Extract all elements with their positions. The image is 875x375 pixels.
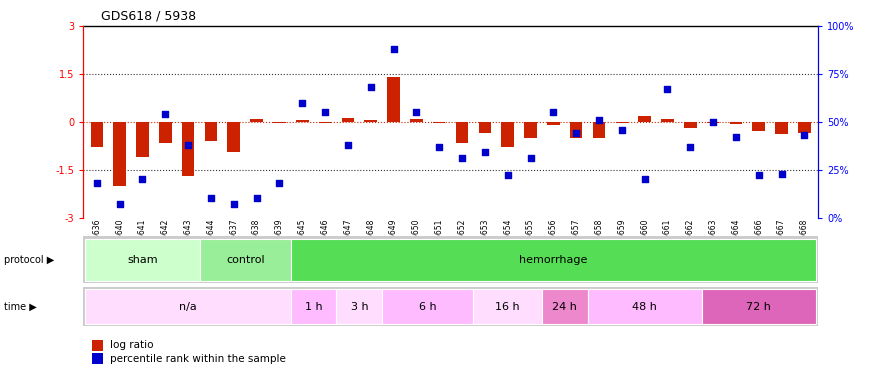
Bar xyxy=(382,289,473,324)
Bar xyxy=(639,116,651,122)
Point xyxy=(432,144,446,150)
Text: control: control xyxy=(226,255,264,265)
Text: 1 h: 1 h xyxy=(304,302,323,312)
Bar xyxy=(318,122,332,123)
Point xyxy=(136,176,150,182)
Point xyxy=(774,171,788,177)
Bar xyxy=(479,122,491,133)
Bar xyxy=(702,289,816,324)
Bar xyxy=(205,122,217,141)
Point xyxy=(500,172,514,178)
Bar xyxy=(433,122,445,123)
Point xyxy=(797,132,811,138)
Text: 6 h: 6 h xyxy=(419,302,437,312)
Text: log ratio: log ratio xyxy=(110,340,154,350)
Bar xyxy=(684,122,696,128)
Point xyxy=(729,134,743,140)
Bar xyxy=(662,118,674,122)
Bar xyxy=(752,122,765,131)
Point xyxy=(455,155,469,161)
Text: hemorrhage: hemorrhage xyxy=(519,255,587,265)
Text: 48 h: 48 h xyxy=(633,302,657,312)
Bar xyxy=(501,122,514,147)
Point xyxy=(638,176,652,182)
Text: n/a: n/a xyxy=(179,302,197,312)
Point xyxy=(227,201,241,207)
Point xyxy=(592,117,606,123)
Point xyxy=(318,110,332,116)
Text: time ▶: time ▶ xyxy=(4,302,37,312)
Point xyxy=(661,86,675,92)
Point xyxy=(181,142,195,148)
Point xyxy=(204,195,218,201)
Bar xyxy=(341,118,354,122)
Bar xyxy=(388,77,400,122)
Bar xyxy=(547,122,560,125)
Bar xyxy=(136,122,149,157)
Bar xyxy=(159,122,172,142)
Bar xyxy=(707,122,719,123)
Bar xyxy=(86,238,200,281)
Bar xyxy=(114,122,126,186)
Text: 3 h: 3 h xyxy=(351,302,368,312)
Text: 16 h: 16 h xyxy=(495,302,520,312)
Point xyxy=(341,142,355,148)
Point xyxy=(249,195,263,201)
Text: sham: sham xyxy=(127,255,158,265)
Bar xyxy=(542,289,588,324)
Point xyxy=(615,126,629,132)
Text: protocol ▶: protocol ▶ xyxy=(4,255,54,265)
Point xyxy=(272,180,286,186)
Text: 24 h: 24 h xyxy=(552,302,578,312)
Bar xyxy=(228,122,240,152)
Bar xyxy=(410,119,423,122)
Bar xyxy=(337,289,382,324)
Point xyxy=(295,100,309,106)
Bar xyxy=(90,122,103,147)
Bar xyxy=(250,119,262,122)
Bar xyxy=(798,122,811,133)
Bar xyxy=(273,122,286,123)
Point xyxy=(410,110,423,116)
Point xyxy=(90,180,104,186)
Bar xyxy=(86,289,290,324)
Bar xyxy=(570,122,583,138)
Bar xyxy=(615,122,628,123)
Bar xyxy=(92,340,103,351)
Bar xyxy=(456,122,468,142)
Text: 72 h: 72 h xyxy=(746,302,771,312)
Bar xyxy=(290,238,816,281)
Bar xyxy=(730,122,742,124)
Point xyxy=(364,84,378,90)
Point xyxy=(683,144,697,150)
Point xyxy=(387,46,401,52)
Bar xyxy=(83,287,818,326)
Point xyxy=(546,110,560,116)
Bar xyxy=(92,353,103,364)
Bar xyxy=(592,122,605,138)
Bar xyxy=(524,122,536,138)
Bar xyxy=(290,289,337,324)
Point xyxy=(158,111,172,117)
Bar xyxy=(200,238,290,281)
Text: GDS618 / 5938: GDS618 / 5938 xyxy=(101,9,196,22)
Bar xyxy=(473,289,542,324)
Point xyxy=(478,150,492,156)
Point xyxy=(752,172,766,178)
Bar xyxy=(775,122,788,134)
Bar xyxy=(83,236,818,283)
Bar xyxy=(296,120,309,122)
Bar xyxy=(588,289,702,324)
Point xyxy=(113,201,127,207)
Text: percentile rank within the sample: percentile rank within the sample xyxy=(110,354,286,363)
Bar xyxy=(182,122,194,176)
Point xyxy=(706,119,720,125)
Point xyxy=(569,130,583,136)
Point xyxy=(523,155,537,161)
Bar xyxy=(365,120,377,122)
